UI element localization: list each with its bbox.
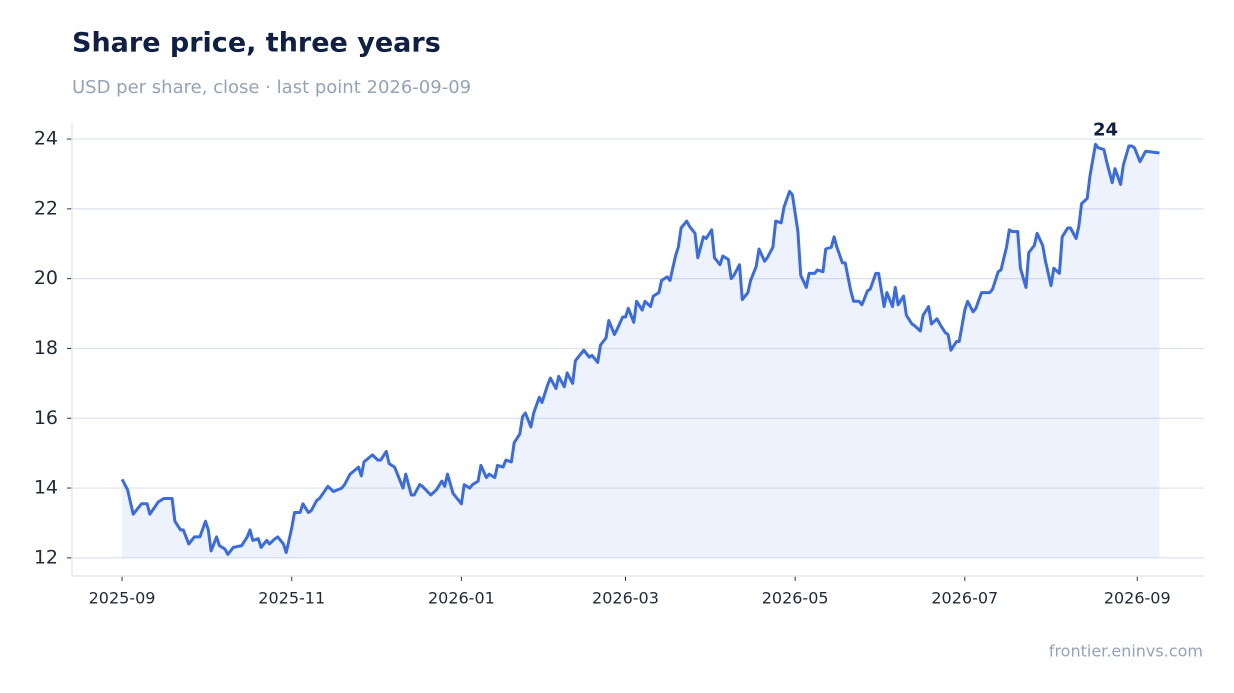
source: frontier.eninvs.com	[1049, 642, 1203, 661]
x-tick-label: 2026-05	[762, 589, 829, 608]
y-tick-label: 16	[34, 407, 58, 429]
y-tick-label: 18	[34, 337, 58, 359]
x-tick-label: 2025-09	[89, 589, 156, 608]
x-tick-label: 2026-09	[1104, 589, 1171, 608]
area	[122, 144, 1160, 558]
annotation: 24	[1093, 119, 1118, 140]
y-tick-label: 14	[34, 477, 58, 499]
x-tick-label: 2025-11	[258, 589, 325, 608]
x-tick-label: 2026-07	[931, 589, 998, 608]
line	[120, 142, 1160, 556]
x-tick-label: 2026-01	[428, 589, 495, 608]
y-tick-label: 24	[34, 128, 58, 150]
y-tick-label: 22	[34, 197, 58, 219]
x-tick-label: 2026-03	[592, 589, 659, 608]
y-tick-label: 20	[34, 267, 58, 289]
chart-title: Share price, three years	[72, 28, 441, 59]
chart-subtitle: USD per share, close · last point 2026-0…	[72, 77, 471, 98]
y-tick-label: 12	[34, 546, 58, 568]
